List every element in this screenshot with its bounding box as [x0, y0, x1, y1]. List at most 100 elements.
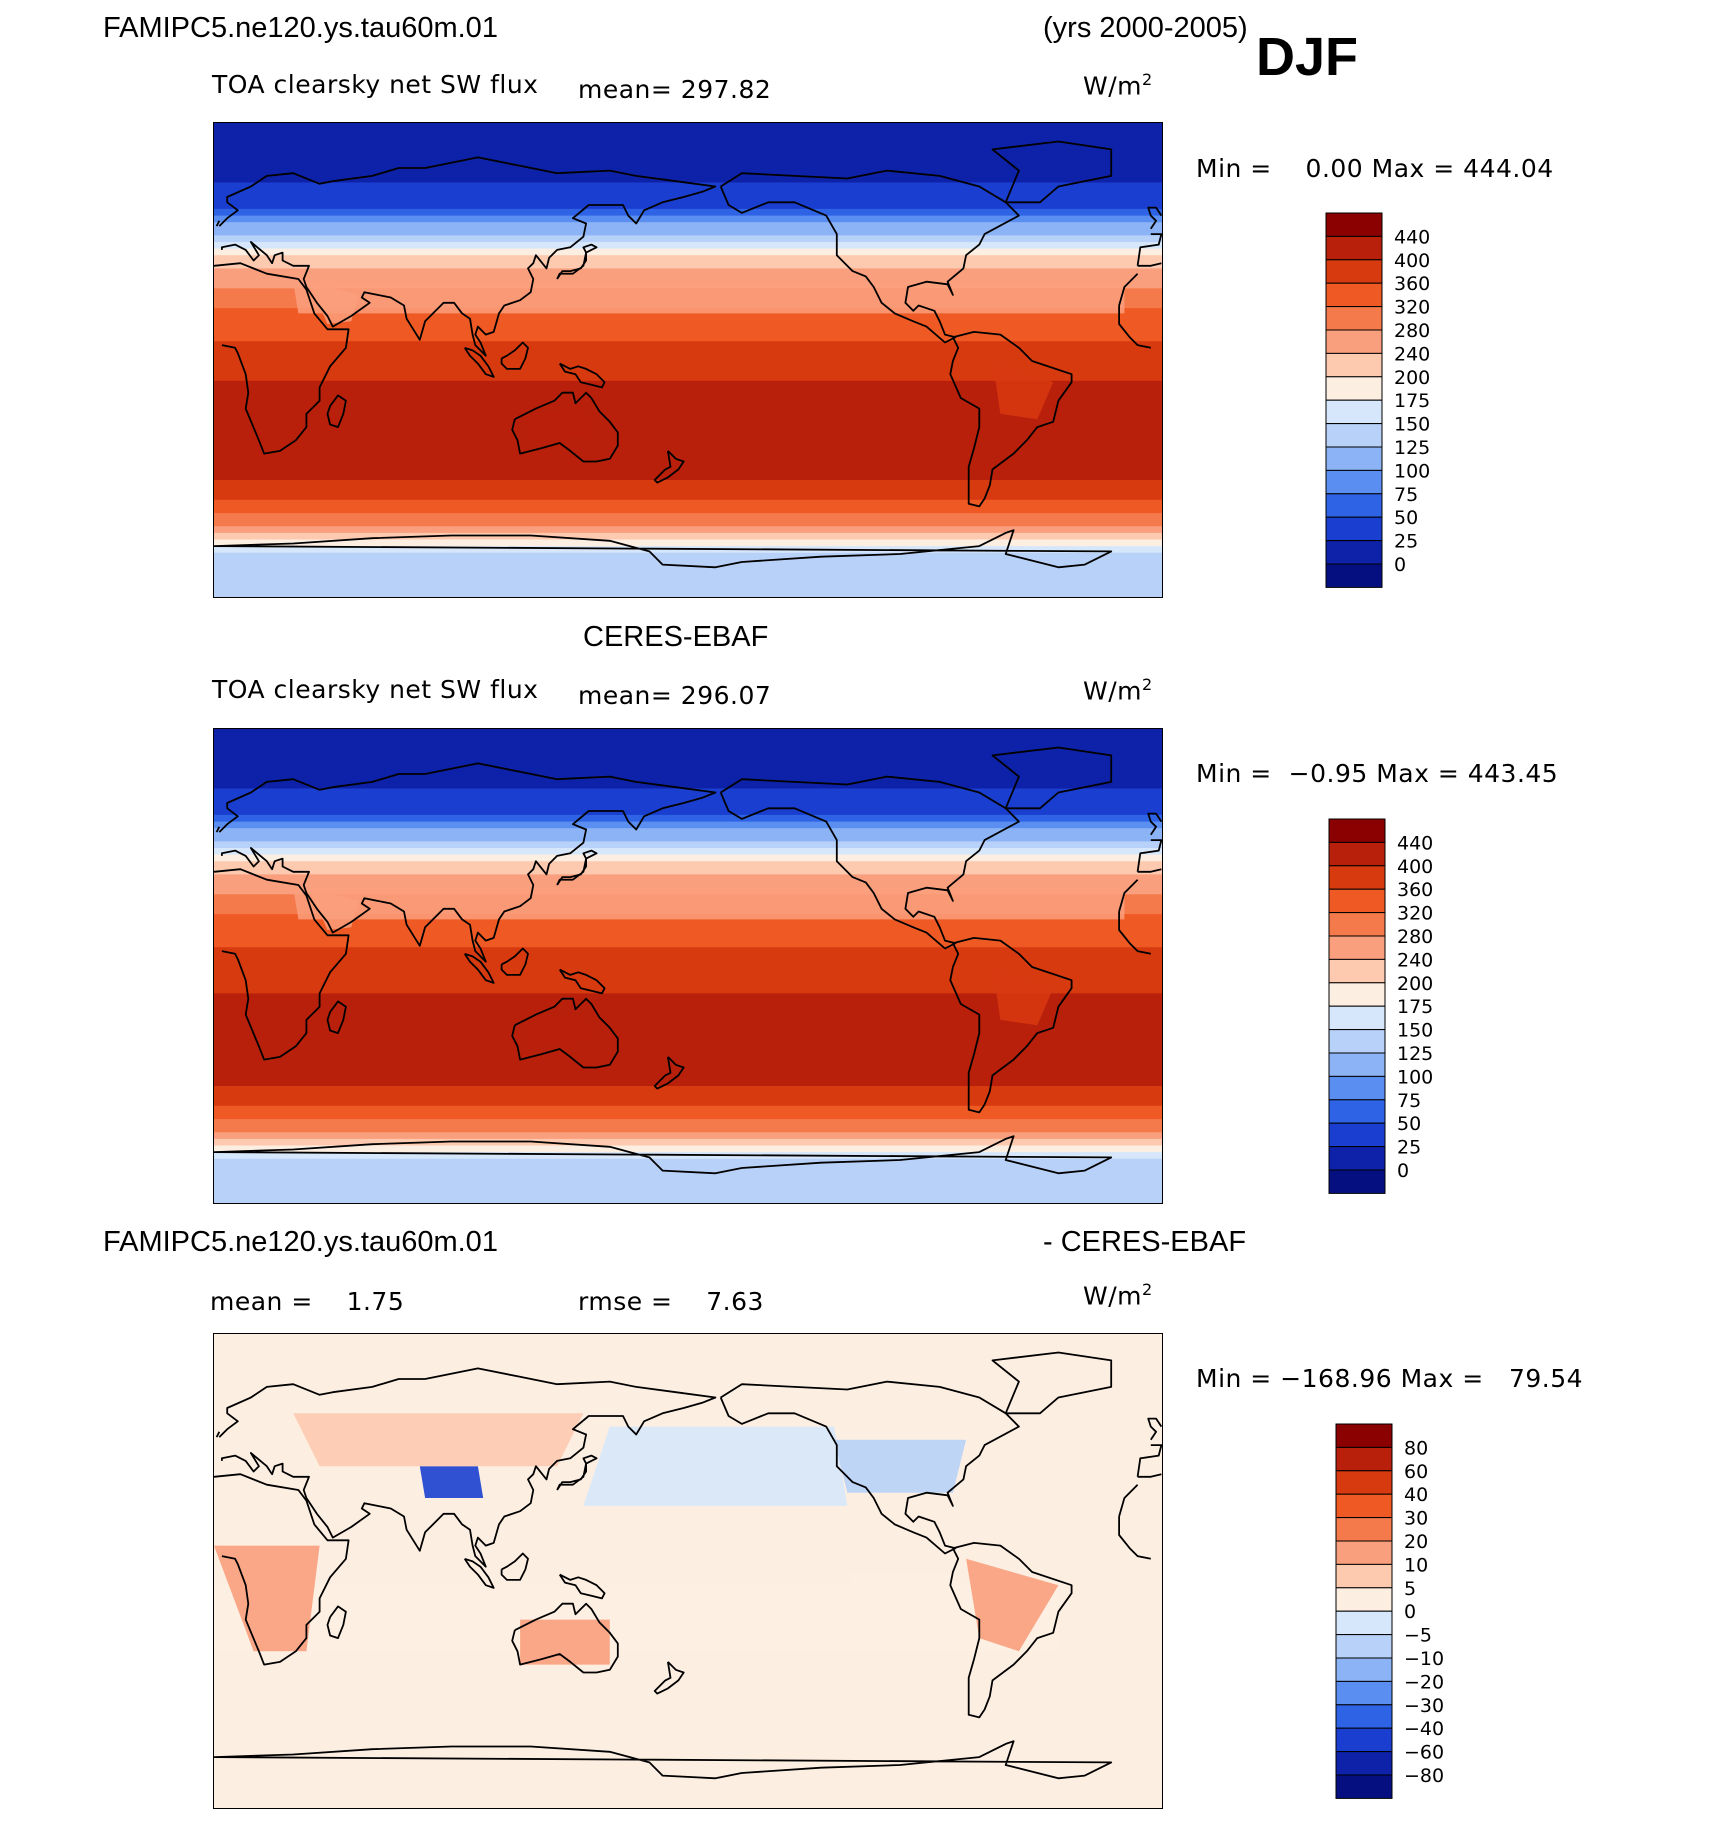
- colorbar-swatch: [1335, 1751, 1393, 1776]
- season-label: DJF: [1256, 27, 1359, 87]
- zonal-band: [214, 552, 1162, 560]
- colorbar-label: 150: [1394, 414, 1430, 436]
- zonal-band: [214, 1086, 1162, 1094]
- zonal-band: [214, 142, 1162, 150]
- coastline-sumatra: [463, 1557, 495, 1589]
- colorbar-swatch: [1328, 958, 1386, 984]
- zonal-band: [214, 881, 1162, 889]
- colorbar-swatch: [1328, 841, 1386, 867]
- zonal-band: [214, 1171, 1162, 1180]
- zonal-band: [214, 235, 1162, 243]
- zonal-band: [214, 973, 1162, 981]
- colorbar-swatch: [1325, 306, 1383, 331]
- coastline-africa: [1118, 911, 1151, 955]
- panel3-mean: mean = 1.75: [210, 1287, 405, 1316]
- colorbar-swatch: [1335, 1704, 1393, 1729]
- colorbar-label: 360: [1394, 273, 1430, 295]
- colorbar-swatch: [1325, 423, 1383, 448]
- colorbar-label: 240: [1394, 343, 1430, 365]
- zonal-band: [214, 261, 1162, 269]
- zonal-band: [214, 1039, 1162, 1047]
- zonal-band: [214, 460, 1162, 468]
- colorbar-label: −60: [1404, 1742, 1444, 1764]
- colorbar-label: 280: [1394, 320, 1430, 342]
- panel2-mean: mean= 296.07: [578, 681, 772, 710]
- colorbar-label: 50: [1397, 1113, 1421, 1135]
- zonal-band: [214, 579, 1162, 587]
- colorbar-swatch: [1328, 1122, 1386, 1148]
- region-sahara: [293, 887, 1125, 920]
- colorbar-swatch: [1325, 446, 1383, 471]
- zonal-band: [214, 834, 1162, 842]
- zonal-band: [214, 940, 1162, 948]
- colorbar-swatch: [1335, 1446, 1393, 1472]
- zonal-band: [214, 387, 1162, 395]
- zonal-band: [214, 156, 1162, 164]
- coastline-great-britain: [1147, 206, 1162, 230]
- colorbar-label: −30: [1404, 1695, 1444, 1717]
- zonal-band: [214, 788, 1162, 796]
- region-south-america-interior: [992, 361, 1054, 420]
- colorbar-label: 100: [1394, 460, 1430, 482]
- colorbar-label: −5: [1404, 1625, 1432, 1647]
- colorbar-swatch: [1335, 1423, 1393, 1448]
- colorbar-swatch: [1328, 912, 1386, 937]
- coastline-north-america: [719, 169, 1020, 344]
- colorbar-label: 60: [1404, 1461, 1428, 1483]
- colorbar-swatch: [1335, 1634, 1393, 1659]
- colorbar-label: 20: [1404, 1531, 1428, 1553]
- zonal-band: [214, 781, 1162, 790]
- zonal-band: [214, 572, 1162, 580]
- colorbar-label: 10: [1404, 1554, 1428, 1576]
- coastline-australia: [511, 1602, 619, 1674]
- region-tibet: [419, 1466, 484, 1498]
- coastline-eurasia: [218, 156, 717, 357]
- colorbar-swatch: [1335, 1470, 1393, 1495]
- zonal-band: [214, 394, 1162, 402]
- panel1-colorbar: 440 400 360 320 280 240 200 175 150 125 100 75 50 25 0: [1325, 212, 1466, 589]
- colorbar-label: 175: [1394, 390, 1430, 412]
- coastline-new-guinea: [558, 1573, 606, 1600]
- coastline-greenland: [991, 140, 1113, 204]
- colorbar-swatch: [1335, 1657, 1393, 1682]
- colorbar-swatch: [1335, 1610, 1393, 1636]
- zonal-band: [214, 486, 1162, 494]
- colorbar-label: 25: [1394, 531, 1418, 553]
- zonal-band: [214, 526, 1162, 534]
- colorbar-label: −40: [1404, 1718, 1444, 1740]
- panel3-rmse: rmse = 7.63: [578, 1287, 764, 1316]
- coastline-new-zealand: [653, 450, 685, 484]
- colorbar-swatch: [1328, 1169, 1386, 1194]
- coastline-sumatra: [463, 952, 495, 984]
- zonal-band: [214, 967, 1162, 975]
- zonal-band: [214, 228, 1162, 236]
- zonal-band: [214, 795, 1162, 803]
- panel3-case-title: FAMIPC5.ne120.ys.tau60m.01: [103, 1226, 498, 1258]
- zonal-band: [214, 775, 1162, 783]
- zonal-band: [214, 821, 1162, 829]
- zonal-band: [214, 480, 1162, 488]
- coastline-eurasia: [218, 762, 717, 963]
- coastline-new-zealand: [653, 1661, 685, 1695]
- zonal-band: [214, 947, 1162, 955]
- coastline-madagascar: [326, 1000, 347, 1034]
- coastline-antarctica: [214, 1740, 1113, 1780]
- zonal-band: [214, 513, 1162, 521]
- zonal-band: [214, 1092, 1162, 1100]
- coastline-south-america: [949, 331, 1073, 508]
- colorbar-swatch: [1335, 1517, 1393, 1542]
- zonal-band: [214, 1066, 1162, 1074]
- zonal-band: [214, 927, 1162, 935]
- colorbar-label: 75: [1394, 484, 1418, 506]
- coastline-great-britain: [1147, 1417, 1162, 1441]
- colorbar-swatch: [1328, 1146, 1386, 1171]
- colorbar-swatch: [1325, 516, 1383, 542]
- zonal-band: [214, 854, 1162, 862]
- region-australia-interior: [525, 408, 597, 441]
- zonal-band: [214, 814, 1162, 823]
- zonal-band: [214, 768, 1162, 776]
- coastline-africa: [1118, 879, 1139, 912]
- zonal-band: [214, 123, 1162, 131]
- zonal-band: [214, 354, 1162, 362]
- zonal-band: [214, 242, 1162, 250]
